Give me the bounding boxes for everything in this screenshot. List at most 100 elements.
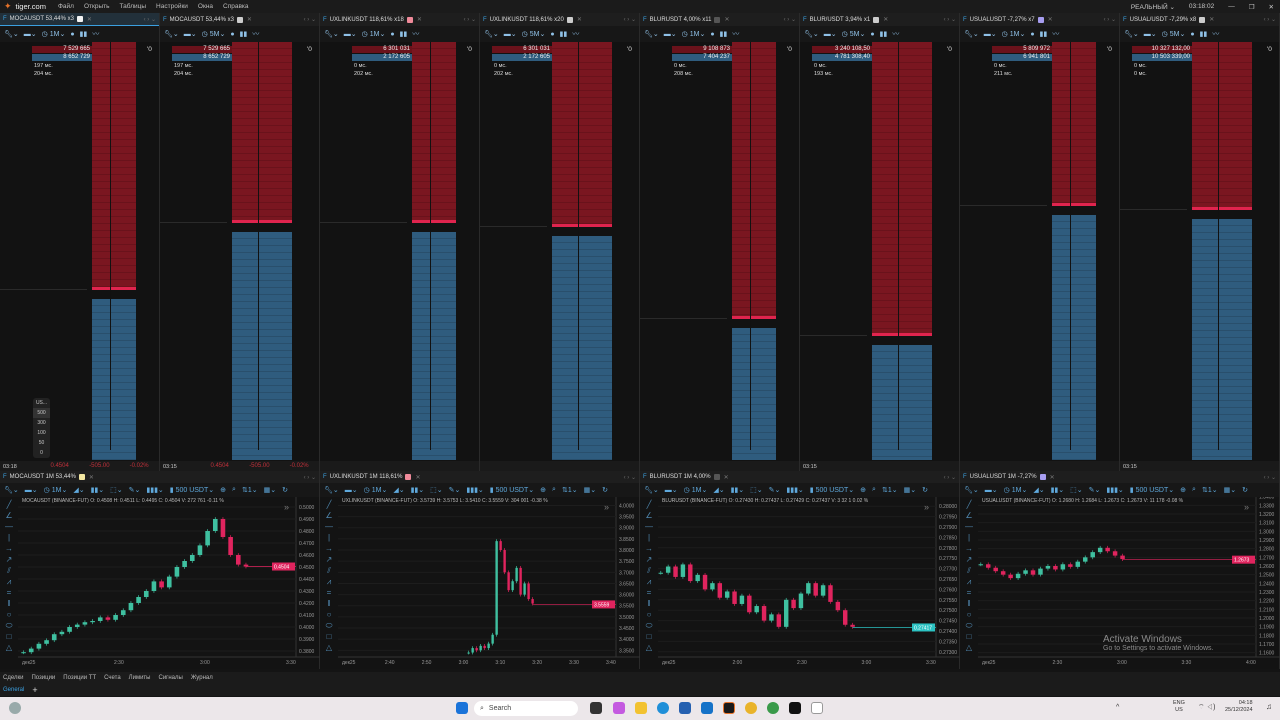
draw-vline-icon[interactable]: | xyxy=(967,533,971,542)
pen-icon[interactable]: ✎⌄ xyxy=(128,487,141,494)
timeframe-dropdown[interactable]: ◷ 1M⌄ xyxy=(1001,31,1026,38)
draw-channel-icon[interactable]: ⫽ xyxy=(967,566,971,575)
tab-nav-icon[interactable]: ‹ › ⌄ xyxy=(1103,17,1116,23)
draw-vline-icon[interactable]: | xyxy=(7,533,11,542)
timeframe-dropdown[interactable]: ◷ 1M⌄ xyxy=(43,487,68,494)
bottom-tab[interactable]: Сделки xyxy=(3,675,24,681)
color-marker-icon[interactable] xyxy=(406,16,413,23)
line-chart-icon[interactable]: 〰 xyxy=(732,31,740,38)
volume-dropdown[interactable]: ▮ 500 USDT⌄ xyxy=(169,487,215,494)
wrench-icon[interactable]: 🔧︎⌄ xyxy=(644,31,659,38)
folder-icon[interactable]: ▬⌄ xyxy=(983,31,997,38)
draw-fib-icon[interactable]: ⩘ xyxy=(646,577,652,586)
close-tab-icon[interactable]: ✕ xyxy=(883,17,889,23)
draw-circle-icon[interactable]: ○ xyxy=(326,610,332,619)
bars-icon[interactable]: ▮▮ xyxy=(559,31,568,38)
edge-icon[interactable] xyxy=(657,702,669,714)
draw-triangle-icon[interactable]: △ xyxy=(965,643,973,652)
draw-parallel-icon[interactable]: = xyxy=(6,588,12,597)
close-button[interactable]: ✕ xyxy=(1268,3,1274,11)
close-tab-icon[interactable]: ✕ xyxy=(416,17,422,23)
order-book[interactable] xyxy=(412,42,456,460)
bars-icon[interactable]: ▮▮ xyxy=(399,31,408,38)
system-clock[interactable]: 04:18 25/12/2024 xyxy=(1225,700,1253,714)
dom-tab[interactable]: F USUALUSDT -7,27% x7 ✕ ‹ › ⌄ xyxy=(960,13,1119,26)
timeframe-dropdown[interactable]: ◷ 1M⌄ xyxy=(681,31,706,38)
folder-icon[interactable]: ▬⌄ xyxy=(664,487,678,494)
folder-icon[interactable]: ▬⌄ xyxy=(343,31,357,38)
draw-ellipse-icon[interactable]: ⬭ xyxy=(325,621,333,630)
pen-icon[interactable]: ✎⌄ xyxy=(768,487,781,494)
add-workspace-button[interactable]: + xyxy=(32,685,38,695)
ask-levels[interactable] xyxy=(732,42,776,318)
tab-nav-icon[interactable]: ‹ › ⌄ xyxy=(143,16,156,23)
close-tab-icon[interactable]: ✕ xyxy=(723,474,729,481)
dom-tab[interactable]: F BLURUSDT 4,00% x11 ✕ ‹ › ⌄ xyxy=(640,13,799,26)
volume-dropdown[interactable]: ▮ 500 USDT⌄ xyxy=(1129,487,1175,494)
line-chart-icon[interactable]: 〰 xyxy=(1052,31,1060,38)
close-tab-icon[interactable]: ✕ xyxy=(1209,17,1215,23)
line-chart-icon[interactable]: 〰 xyxy=(412,31,420,38)
sort-dropdown[interactable]: ⇅1⌄ xyxy=(561,487,578,494)
dom-tab[interactable]: F MOCAUSDT 53,44% x3 ✕ ‹ › ⌄ xyxy=(0,13,159,26)
draw-pause-icon[interactable]: ‖ xyxy=(647,599,651,608)
order-book[interactable] xyxy=(872,42,932,460)
dom-tab[interactable]: F UXLINKUSDT 118,61% x18 ✕ ‹ › ⌄ xyxy=(320,13,479,26)
timeframe-dropdown[interactable]: ◷ 1M⌄ xyxy=(683,487,708,494)
zoom-in-icon[interactable]: ⊕ xyxy=(1180,487,1187,494)
chrome-icon[interactable] xyxy=(745,702,757,714)
cursor-icon[interactable]: ⬚⌄ xyxy=(110,487,123,494)
menu-tables[interactable]: Таблицы xyxy=(119,3,147,10)
chart-type-icon[interactable]: ◢⌄ xyxy=(393,487,405,494)
color-marker-icon[interactable] xyxy=(78,474,85,480)
close-tab-icon[interactable]: ✕ xyxy=(1047,17,1053,23)
dom-tab[interactable]: F MOCAUSDT 53,44% x3 ✕ ‹ › ⌄ xyxy=(160,13,319,26)
info-icon[interactable]: ● xyxy=(870,30,875,38)
sort-dropdown[interactable]: ⇅1⌄ xyxy=(881,487,898,494)
tiger-app-icon[interactable] xyxy=(723,702,735,714)
search-icon[interactable]: ⌕ xyxy=(552,486,556,493)
chart-canvas[interactable]: 0.5000 0.4900 0.4800 0.4700 0.4600 0.4500 0.44… xyxy=(18,497,320,669)
close-tab-icon[interactable]: ✕ xyxy=(88,474,94,481)
chart-canvas[interactable]: 0.28000 0.27950 0.27900 0.27850 0.27800 0.277… xyxy=(658,497,960,669)
chrome-profile-icon[interactable] xyxy=(767,702,779,714)
draw-rect-icon[interactable]: □ xyxy=(646,632,652,641)
draw-ray-icon[interactable]: ↗ xyxy=(325,555,333,564)
taskbar-search[interactable]: ⌕ Search xyxy=(474,701,578,716)
volume-icon[interactable]: ▮▮▮⌄ xyxy=(1106,487,1124,494)
line-chart-icon[interactable]: 〰 xyxy=(892,31,900,38)
draw-fib-icon[interactable]: ⩘ xyxy=(966,577,972,586)
order-book[interactable] xyxy=(732,42,776,460)
chart-canvas[interactable]: 1.3400 1.3300 1.3200 1.3100 1.3000 1.2900 1.28… xyxy=(978,497,1280,669)
volume-icon[interactable]: ▮▮▮⌄ xyxy=(786,487,804,494)
capcut-icon[interactable] xyxy=(811,702,823,714)
timeframe-dropdown[interactable]: ◷ 1M⌄ xyxy=(363,487,388,494)
dom-tab[interactable]: F UXLINKUSDT 118,61% x20 ✕ ‹ › ⌄ xyxy=(480,13,639,26)
draw-hline-icon[interactable]: — xyxy=(325,522,333,531)
draw-hline-icon[interactable]: — xyxy=(5,522,13,531)
draw-pause-icon[interactable]: ‖ xyxy=(967,599,971,608)
timeframe-dropdown[interactable]: ◷ 1M⌄ xyxy=(41,31,66,38)
line-chart-icon[interactable]: 〰 xyxy=(572,31,580,38)
chart-type-icon[interactable]: ◢⌄ xyxy=(73,487,85,494)
color-marker-icon[interactable] xyxy=(566,16,573,23)
color-marker-icon[interactable] xyxy=(714,16,721,23)
wrench-icon[interactable]: 🔧︎⌄ xyxy=(484,31,499,38)
bid-levels[interactable] xyxy=(1052,215,1096,460)
draw-parallel-icon[interactable]: = xyxy=(646,588,652,597)
size-option[interactable]: 0 xyxy=(40,450,43,456)
folder-icon[interactable]: ▬⌄ xyxy=(24,487,38,494)
draw-rect-icon[interactable]: □ xyxy=(326,632,332,641)
bid-levels[interactable] xyxy=(732,328,776,460)
zoom-in-icon[interactable]: ⊕ xyxy=(540,487,547,494)
calendar-icon[interactable]: ▦⌄ xyxy=(263,487,277,494)
ask-levels[interactable] xyxy=(412,42,456,222)
ask-levels[interactable] xyxy=(872,42,932,335)
size-option[interactable]: 500 xyxy=(33,408,50,418)
store-icon[interactable] xyxy=(679,702,691,714)
chart-canvas[interactable]: 4.0000 3.9500 3.9000 3.8500 3.8000 3.7500 3.70… xyxy=(338,497,640,669)
draw-ellipse-icon[interactable]: ⬭ xyxy=(5,621,13,630)
order-book[interactable] xyxy=(92,42,136,460)
draw-arrow-icon[interactable]: → xyxy=(5,544,13,553)
timeframe-dropdown[interactable]: ◷ 5M⌄ xyxy=(201,31,226,38)
